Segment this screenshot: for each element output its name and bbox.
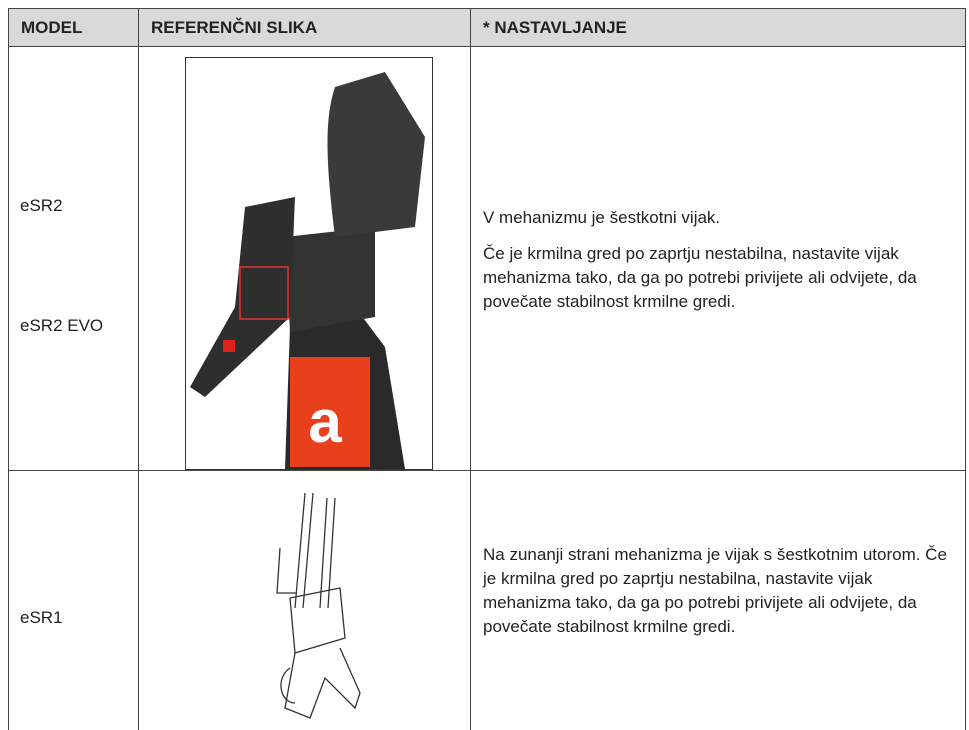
cell bbox=[470, 470, 966, 730]
highlight bbox=[239, 266, 289, 320]
reference-drawing bbox=[276, 492, 361, 719]
paragraph: V mehanizmu je šestkotni vijak. bbox=[483, 208, 721, 227]
lever bbox=[190, 197, 295, 397]
cell bbox=[8, 470, 138, 730]
hinge bbox=[285, 227, 375, 332]
description: V mehanizmu je šestkotni vijak. Če je kr… bbox=[483, 206, 953, 326]
header-text: MODEL bbox=[21, 18, 83, 37]
model: eSR1 bbox=[20, 608, 63, 627]
cell bbox=[470, 46, 966, 470]
model: eSR2 EVO bbox=[20, 316, 104, 335]
paragraph: Na zunanji strani mehanizma je vijak s š… bbox=[483, 545, 947, 636]
red-panel bbox=[290, 357, 370, 467]
header-cell: * NASTAVLJANJE bbox=[470, 8, 966, 46]
cell bbox=[8, 46, 138, 470]
header-cell: REFERENČNI SLIKA bbox=[138, 8, 470, 46]
model: eSR2 bbox=[20, 196, 63, 215]
logo-letter: a bbox=[308, 388, 342, 455]
cell bbox=[138, 470, 470, 730]
description: Na zunanji strani mehanizma je vijak s š… bbox=[483, 543, 959, 651]
header-text: REFERENČNI SLIKA bbox=[151, 18, 318, 37]
button bbox=[223, 340, 235, 352]
reference-photo: a bbox=[185, 57, 433, 470]
handle-post bbox=[327, 72, 425, 237]
header-cell: MODEL bbox=[8, 8, 138, 46]
cell bbox=[138, 46, 470, 470]
paragraph: Če je krmilna gred po zaprtju nestabilna… bbox=[483, 244, 917, 311]
header-text: * NASTAVLJANJE bbox=[483, 18, 627, 37]
